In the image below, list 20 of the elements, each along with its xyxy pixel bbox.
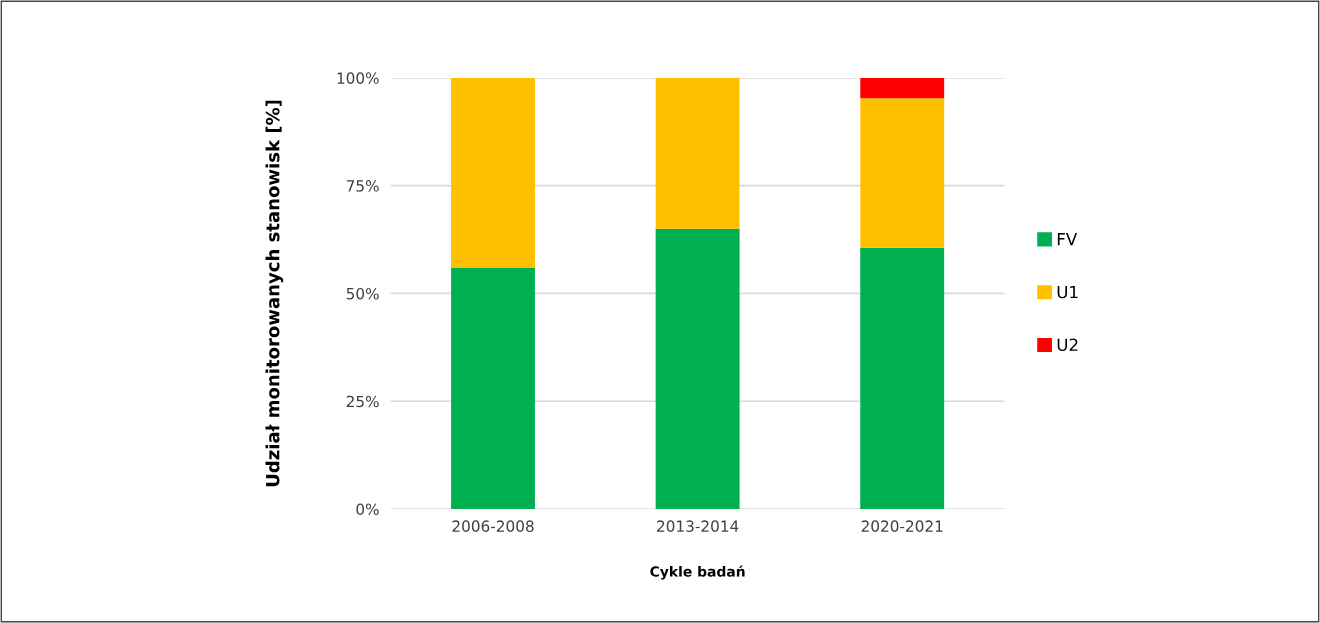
y-tick-label: 100% — [337, 72, 379, 84]
y-tick-label: 25% — [346, 395, 379, 408]
legend-label: U2 — [1057, 338, 1078, 352]
bar — [451, 77, 535, 268]
x-tick-label: 2020-2021 — [861, 520, 943, 532]
bar — [655, 77, 740, 229]
bar — [451, 267, 535, 509]
x-tick-label: 2013-2014 — [657, 520, 739, 532]
bar — [860, 98, 945, 248]
x-tick-label: 2006-2008 — [452, 520, 534, 532]
y-tick-label: 0% — [356, 503, 379, 516]
y-tick-label: 50% — [346, 287, 379, 300]
bar — [655, 228, 740, 509]
y-axis-title: Udział monitorowanych stanowisk [%] — [265, 100, 284, 487]
x-axis-title: Cykle badań — [650, 565, 745, 580]
legend-label: U1 — [1057, 285, 1078, 299]
legend-label: FV — [1057, 233, 1078, 246]
bar — [860, 77, 945, 99]
y-tick-label: 75% — [346, 180, 379, 192]
bar — [860, 247, 945, 509]
